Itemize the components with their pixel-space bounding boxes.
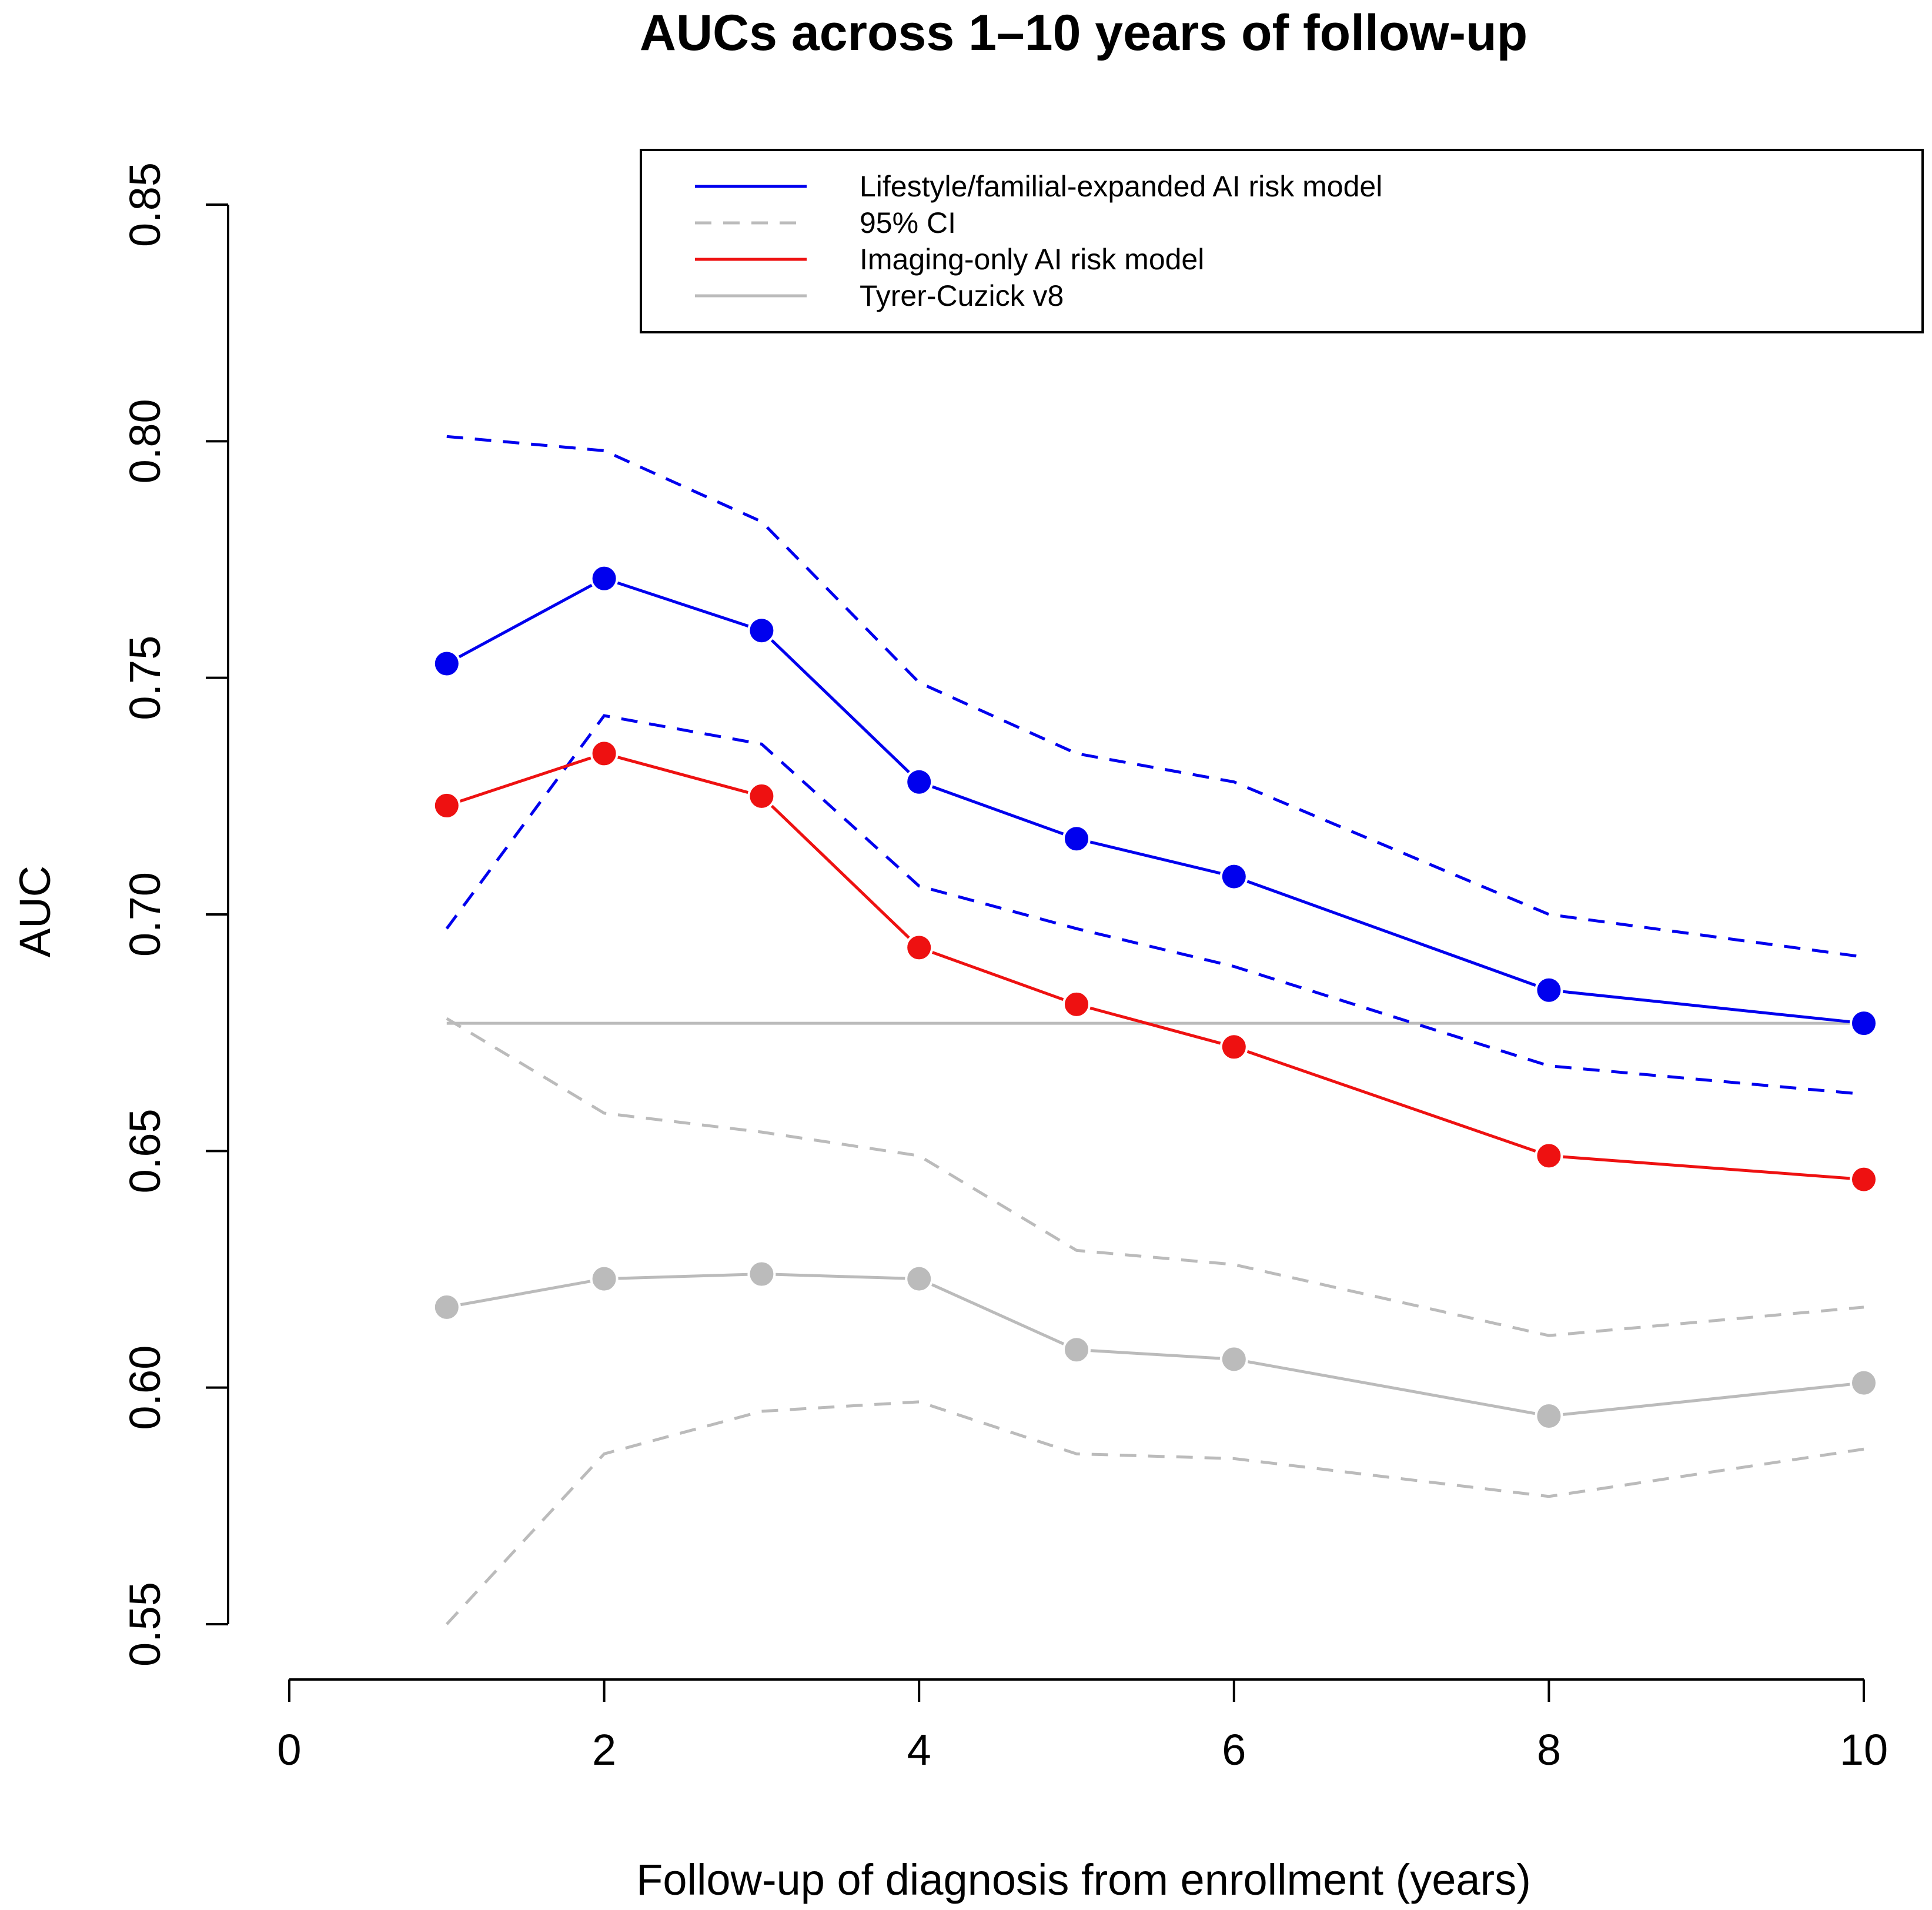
y-tick-label: 0.60: [121, 1345, 169, 1430]
lifestyle-point: [905, 767, 934, 796]
imaging-only-point: [1062, 990, 1091, 1019]
imaging-only-point: [1850, 1165, 1878, 1194]
legend-label: Lifestyle/familial-expanded AI risk mode…: [860, 170, 1382, 203]
x-tick-label: 0: [277, 1725, 301, 1774]
x-tick-label: 10: [1840, 1725, 1888, 1774]
lifestyle-ci-lower-line: [445, 714, 1864, 1096]
y-tick-label: 0.85: [121, 162, 169, 247]
imaging-only-line: [446, 752, 1864, 1181]
lifestyle-point: [1535, 976, 1563, 1004]
imaging-only-point: [905, 933, 934, 962]
tyrer-cuzick-ci-upper-line: [446, 1017, 1864, 1337]
tyrer-cuzick-ci-lower-line: [445, 1400, 1864, 1625]
legend-label: Imaging-only AI risk model: [860, 243, 1204, 276]
x-tick-label: 2: [592, 1725, 616, 1774]
imaging-only-point: [1535, 1141, 1563, 1170]
lifestyle-point: [590, 564, 619, 593]
tyrer-cuzick-point: [1062, 1335, 1091, 1364]
tyrer-cuzick-point: [432, 1293, 461, 1321]
lifestyle-point: [1219, 862, 1248, 891]
y-axis-label: AUC: [11, 866, 59, 957]
tyrer-cuzick-line: [446, 1273, 1864, 1418]
series-layer: [432, 435, 1878, 1625]
y-tick-label: 0.65: [121, 1108, 169, 1193]
legend-label: 95% CI: [860, 206, 956, 239]
lifestyle-point: [432, 649, 461, 678]
y-tick-label: 0.80: [121, 399, 169, 483]
lifestyle-ci-upper-line: [446, 435, 1864, 959]
axes: 0 2 4 6 8 10 0.55 0.60 0.65 0.70 0.75 0.80 0.85: [121, 162, 1888, 1774]
x-tick-label: 4: [907, 1725, 931, 1774]
tyrer-cuzick-point: [1535, 1401, 1563, 1430]
legend-box: [640, 149, 1924, 333]
x-tick-label: 8: [1537, 1725, 1561, 1774]
x-tick-label: 6: [1222, 1725, 1246, 1774]
tyrer-cuzick-point: [1219, 1345, 1248, 1374]
legend-label: Tyrer-Cuzick v8: [860, 279, 1064, 312]
legend: Lifestyle/familial-expanded AI risk mode…: [640, 149, 1924, 333]
imaging-only-point: [1219, 1033, 1248, 1061]
y-tick-label: 0.70: [121, 872, 169, 957]
imaging-only-point: [747, 782, 776, 810]
tyrer-cuzick-point: [905, 1264, 934, 1293]
lifestyle-point: [747, 616, 776, 645]
lifestyle-line: [446, 576, 1864, 1025]
chart-title: AUCs across 1–10 years of follow-up: [640, 5, 1527, 61]
tyrer-cuzick-point: [747, 1260, 776, 1288]
x-axis-label: Follow-up of diagnosis from enrollment (…: [636, 1855, 1531, 1904]
y-tick-label: 0.75: [121, 636, 169, 720]
imaging-only-point: [432, 791, 461, 820]
y-tick-label: 0.55: [121, 1582, 169, 1667]
lifestyle-point: [1850, 1009, 1878, 1038]
tyrer-cuzick-point: [1850, 1368, 1878, 1397]
imaging-only-point: [590, 739, 619, 768]
lifestyle-point: [1062, 824, 1091, 853]
tyrer-cuzick-point: [590, 1264, 619, 1293]
